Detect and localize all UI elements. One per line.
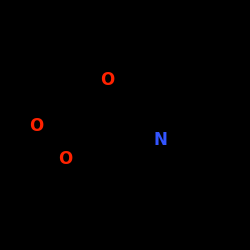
Text: O: O — [29, 117, 43, 135]
Circle shape — [46, 26, 250, 250]
Text: O: O — [100, 71, 114, 89]
Circle shape — [0, 45, 179, 250]
Text: N: N — [153, 131, 167, 149]
Circle shape — [0, 0, 222, 194]
Circle shape — [0, 12, 150, 240]
Text: O: O — [58, 150, 72, 168]
